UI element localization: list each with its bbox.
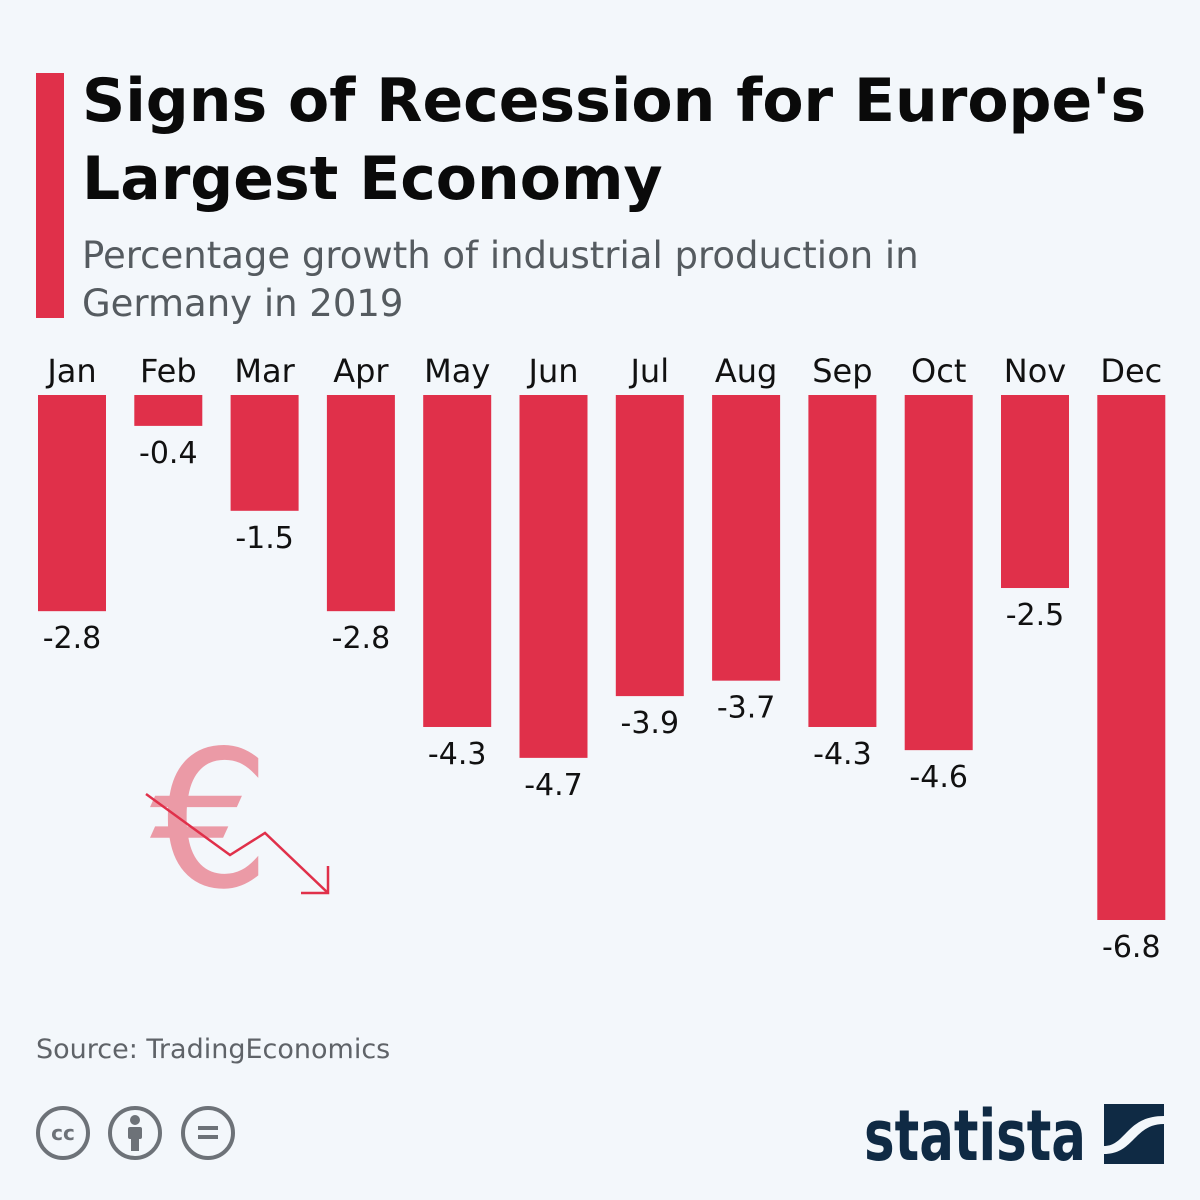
bar-dec	[1097, 395, 1166, 920]
value-label: -3.9	[621, 706, 680, 741]
value-label: -0.4	[139, 436, 198, 471]
bar-feb	[134, 395, 203, 426]
month-label: Mar	[234, 352, 295, 390]
bar-nov	[1001, 395, 1069, 589]
value-label: -4.6	[909, 760, 968, 795]
month-label: Apr	[333, 352, 389, 390]
chart-title: Signs of Recession for Europe's Largest …	[82, 66, 1147, 214]
bar-sep	[808, 395, 877, 727]
value-label: -2.8	[332, 621, 391, 656]
value-label: -6.8	[1102, 930, 1161, 965]
no-derivatives-icon[interactable]	[181, 1106, 235, 1160]
bar-jul	[615, 395, 684, 697]
attribution-icon[interactable]	[108, 1106, 162, 1160]
bar-may	[423, 395, 492, 727]
month-label: Jan	[45, 352, 96, 390]
value-label: -2.8	[43, 621, 102, 656]
value-label: -4.3	[813, 737, 872, 772]
month-label: Aug	[715, 352, 777, 390]
title-accent-bar	[36, 73, 64, 318]
month-label: Sep	[812, 352, 872, 390]
statista-logo[interactable]: statista	[864, 1095, 1166, 1177]
value-label: -4.7	[524, 768, 583, 803]
month-label: May	[424, 352, 490, 390]
bar-aug	[712, 395, 781, 681]
svg-text:€: €	[150, 710, 271, 931]
value-label: -2.5	[1006, 598, 1065, 633]
euro-decline-icon: €	[145, 710, 330, 931]
bar-chart: Jan -2.8 Feb -0.4 Mar -1.5 Apr -2.8 May -4.3 Jun -4…	[38, 352, 1166, 965]
month-label: Oct	[911, 352, 966, 390]
bar-oct	[904, 395, 973, 751]
value-label: -4.3	[428, 737, 487, 772]
bar-jun	[519, 395, 588, 758]
month-label: Nov	[1004, 352, 1066, 390]
statista-logo-icon	[1104, 1104, 1164, 1164]
month-label: Feb	[140, 352, 197, 390]
month-label: Jul	[628, 352, 669, 390]
svg-text:statista: statista	[864, 1100, 1086, 1166]
bar-mar	[230, 395, 299, 511]
cc-icon[interactable]: cc	[36, 1106, 90, 1160]
month-label: Dec	[1100, 352, 1162, 390]
value-label: -1.5	[235, 521, 294, 556]
source-note: Source: TradingEconomics	[36, 1034, 391, 1065]
bar-jan	[38, 395, 106, 612]
chart-subtitle: Percentage growth of industrial producti…	[82, 234, 919, 325]
month-label: Jun	[527, 352, 579, 390]
bar-apr	[326, 395, 395, 612]
value-label: -3.7	[717, 691, 776, 726]
